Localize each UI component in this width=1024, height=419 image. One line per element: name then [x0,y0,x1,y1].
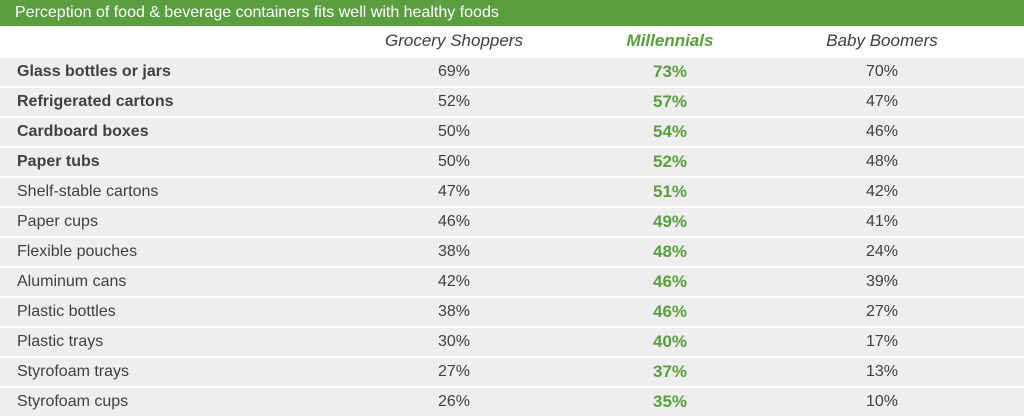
value-cell: 39% [740,267,1024,298]
row-label: Flexible pouches [0,237,308,268]
value-cell: 46% [600,297,740,328]
value-cell: 50% [308,147,600,178]
table-row: Refrigerated cartons 52% 57% 47% [0,87,1024,118]
value-cell: 38% [308,237,600,268]
value-cell: 57% [600,87,740,118]
value-cell: 17% [740,327,1024,358]
table-row: Plastic trays 30% 40% 17% [0,327,1024,358]
row-label: Plastic trays [0,327,308,358]
value-cell: 42% [308,267,600,298]
table-row: Styrofoam cups 26% 35% 10% [0,387,1024,418]
data-table: Grocery Shoppers Millennials Baby Boomer… [0,26,1024,418]
row-label: Cardboard boxes [0,117,308,148]
header-blank [0,26,308,58]
column-header-grocery-shoppers: Grocery Shoppers [308,26,600,58]
table-row: Paper cups 46% 49% 41% [0,207,1024,238]
value-cell: 73% [600,57,740,88]
value-cell: 37% [600,357,740,388]
table-row: Flexible pouches 38% 48% 24% [0,237,1024,268]
value-cell: 30% [308,327,600,358]
value-cell: 52% [600,147,740,178]
row-label: Paper tubs [0,147,308,178]
row-label: Styrofoam cups [0,387,308,418]
row-label: Shelf-stable cartons [0,177,308,208]
chart-title: Perception of food & beverage containers… [0,0,1024,26]
value-cell: 46% [600,267,740,298]
value-cell: 42% [740,177,1024,208]
value-cell: 13% [740,357,1024,388]
value-cell: 49% [600,207,740,238]
column-header-millennials: Millennials [600,26,740,58]
table-row: Plastic bottles 38% 46% 27% [0,297,1024,328]
value-cell: 47% [740,87,1024,118]
value-cell: 52% [308,87,600,118]
value-cell: 40% [600,327,740,358]
table-row: Glass bottles or jars 69% 73% 70% [0,57,1024,88]
table-row: Aluminum cans 42% 46% 39% [0,267,1024,298]
table-row: Styrofoam trays 27% 37% 13% [0,357,1024,388]
value-cell: 27% [308,357,600,388]
value-cell: 46% [740,117,1024,148]
table-body: Glass bottles or jars 69% 73% 70% Refrigerat… [0,57,1024,418]
value-cell: 26% [308,387,600,418]
row-label: Refrigerated cartons [0,87,308,118]
table-row: Cardboard boxes 50% 54% 46% [0,117,1024,148]
value-cell: 35% [600,387,740,418]
value-cell: 47% [308,177,600,208]
value-cell: 70% [740,57,1024,88]
value-cell: 27% [740,297,1024,328]
header-row: Grocery Shoppers Millennials Baby Boomer… [0,26,1024,58]
table-row: Shelf-stable cartons 47% 51% 42% [0,177,1024,208]
row-label: Aluminum cans [0,267,308,298]
value-cell: 54% [600,117,740,148]
table-row: Paper tubs 50% 52% 48% [0,147,1024,178]
row-label: Paper cups [0,207,308,238]
value-cell: 24% [740,237,1024,268]
value-cell: 10% [740,387,1024,418]
row-label: Glass bottles or jars [0,57,308,88]
value-cell: 46% [308,207,600,238]
value-cell: 50% [308,117,600,148]
value-cell: 48% [740,147,1024,178]
value-cell: 48% [600,237,740,268]
value-cell: 51% [600,177,740,208]
row-label: Styrofoam trays [0,357,308,388]
column-header-baby-boomers: Baby Boomers [740,26,1024,58]
row-label: Plastic bottles [0,297,308,328]
value-cell: 69% [308,57,600,88]
value-cell: 38% [308,297,600,328]
value-cell: 41% [740,207,1024,238]
